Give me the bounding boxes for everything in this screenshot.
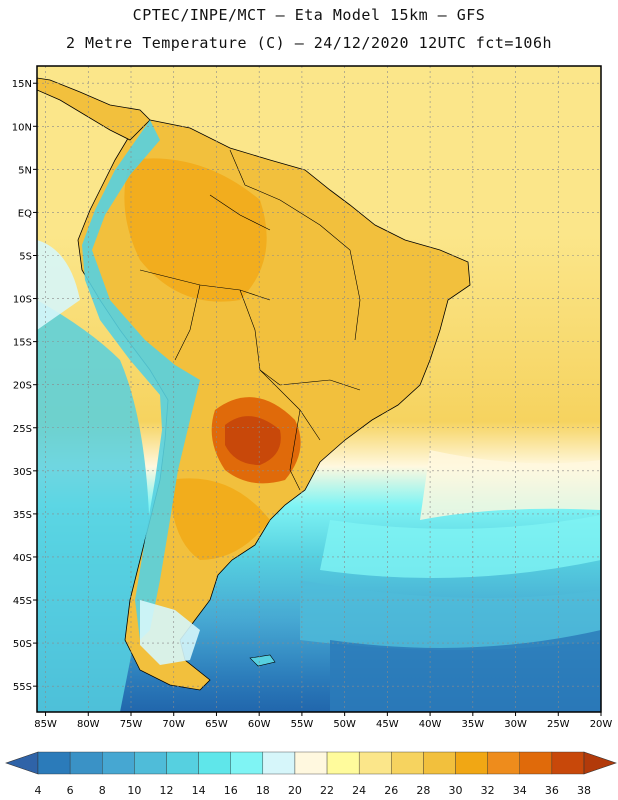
lat-tick-label: 15N xyxy=(12,79,32,90)
central-america xyxy=(37,77,151,141)
legend-swatch xyxy=(487,751,520,775)
legend-high-arrow xyxy=(583,751,617,775)
legend-label: 32 xyxy=(480,784,495,797)
legend-swatch xyxy=(423,751,456,775)
legend-label: 4 xyxy=(34,784,42,797)
atlantic-mild-band xyxy=(420,450,601,520)
lon-tick-label: 50W xyxy=(333,719,356,730)
lat-tick-label: 30S xyxy=(13,467,32,478)
lat-tick-label: 50S xyxy=(13,639,32,650)
legend-label: 38 xyxy=(577,784,591,797)
legend-label: 12 xyxy=(159,784,174,797)
legend-label: 10 xyxy=(127,784,142,797)
atlantic-coldest-band xyxy=(330,630,601,712)
legend-swatch xyxy=(326,751,360,775)
legend-label: 26 xyxy=(384,784,399,797)
hottest-core-region xyxy=(225,416,281,465)
longitude-labels: 85W 80W 75W 70W 65W 60W 55W 50W 45W 40W 35W 30W 25W 2… xyxy=(34,712,612,730)
lon-tick-label: 20W xyxy=(590,719,613,730)
legend-label: 16 xyxy=(223,784,238,797)
lon-tick-label: 25W xyxy=(547,719,570,730)
atlantic-cold-band xyxy=(300,580,601,650)
legend-low-arrow xyxy=(5,751,39,775)
andes-cold-strip xyxy=(82,120,200,640)
legend-swatch xyxy=(262,751,296,775)
legend-swatch xyxy=(551,751,585,775)
lat-tick-label: 55S xyxy=(13,682,32,693)
legend-swatch xyxy=(37,751,71,775)
southern-tip-cool xyxy=(140,600,200,665)
color-legend xyxy=(5,751,617,775)
lon-tick-label: 70W xyxy=(162,719,185,730)
lat-tick-label: 5S xyxy=(19,251,32,262)
legend-swatch xyxy=(102,751,135,775)
lat-tick-label: EQ xyxy=(18,208,32,219)
title-line-1: CPTEC/INPE/MCT – Eta Model 15km – GFS xyxy=(132,6,486,24)
country-borders xyxy=(139,149,361,491)
legend-label: 8 xyxy=(98,784,106,797)
lon-tick-label: 65W xyxy=(205,719,228,730)
lon-tick-label: 75W xyxy=(120,719,143,730)
lat-tick-label: 45S xyxy=(13,596,32,607)
legend-label: 34 xyxy=(512,784,527,797)
patagonia-warm-region xyxy=(170,478,270,560)
legend-swatch xyxy=(230,751,264,775)
lat-tick-label: 20S xyxy=(13,381,32,392)
lon-tick-label: 60W xyxy=(248,719,271,730)
legend-label: 30 xyxy=(448,784,463,797)
legend-label: 28 xyxy=(416,784,431,797)
lon-tick-label: 55W xyxy=(291,719,314,730)
legend-label: 6 xyxy=(66,784,74,797)
legend-swatch xyxy=(198,751,231,775)
latitude-labels: 15N 10N 5N EQ 5S 10S 15S 20S 25S 30S 35S 40S 45S 50S 5… xyxy=(12,79,37,693)
lat-tick-label: 35S xyxy=(13,510,32,521)
legend-swatch xyxy=(134,751,167,775)
graticule xyxy=(37,66,601,712)
map-area xyxy=(37,66,601,712)
lon-tick-label: 30W xyxy=(504,719,527,730)
legend-label: 22 xyxy=(320,784,335,797)
lat-tick-label: 10N xyxy=(12,122,32,133)
lat-tick-label: 5N xyxy=(18,165,32,176)
legend-label: 18 xyxy=(255,784,270,797)
lon-tick-label: 40W xyxy=(419,719,442,730)
atlantic-cool-band xyxy=(320,515,601,578)
legend-swatch xyxy=(519,751,553,775)
title-line-2: 2 Metre Temperature (C) – 24/12/2020 12U… xyxy=(65,34,553,52)
pacific-cool-region xyxy=(37,300,150,712)
legend-swatch xyxy=(166,751,199,775)
map-frame xyxy=(36,65,602,713)
legend-swatch xyxy=(391,751,424,775)
lon-tick-label: 80W xyxy=(77,719,100,730)
legend-label: 20 xyxy=(287,784,302,797)
legend-label: 24 xyxy=(352,784,367,797)
pacific-equatorial-region xyxy=(37,240,80,330)
lon-tick-label: 45W xyxy=(376,719,399,730)
lat-tick-label: 15S xyxy=(13,338,32,349)
amazon-warm-region xyxy=(124,158,267,302)
legend-label: 36 xyxy=(544,784,559,797)
lon-tick-label: 35W xyxy=(462,719,485,730)
lon-tick-label: 85W xyxy=(34,719,57,730)
lat-tick-label: 25S xyxy=(13,424,32,435)
falkland-islands xyxy=(249,654,276,667)
legend-swatch xyxy=(358,751,392,775)
legend-label: 14 xyxy=(191,784,206,797)
legend-swatch xyxy=(294,751,328,775)
legend-swatch xyxy=(455,751,488,775)
lat-tick-label: 40S xyxy=(13,553,32,564)
lat-tick-label: 10S xyxy=(13,295,32,306)
legend-swatch xyxy=(69,751,103,775)
